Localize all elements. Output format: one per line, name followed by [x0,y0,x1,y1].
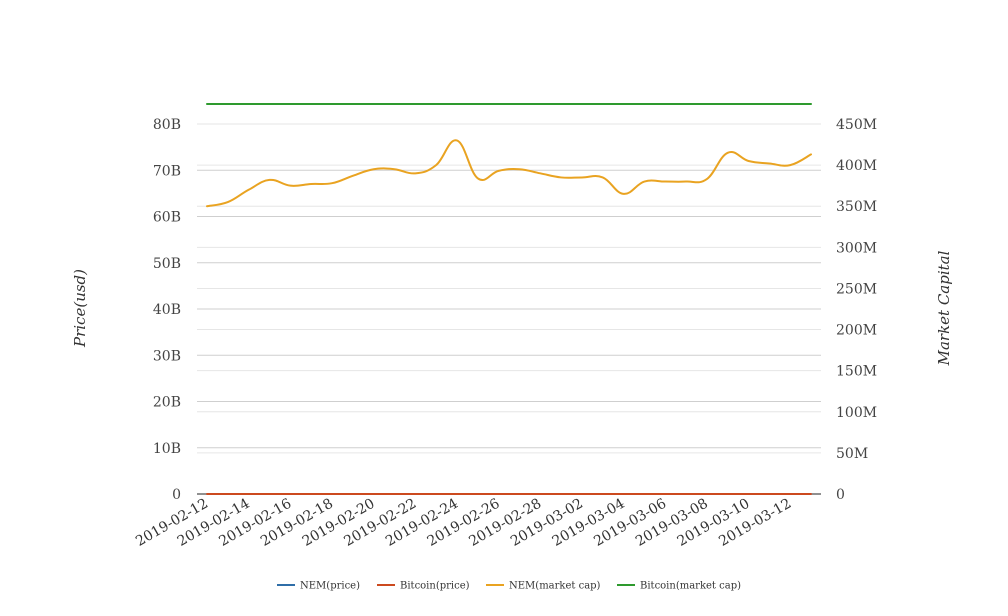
legend: NEM(price) Bitcoin(price) NEM(market cap) B… [277,581,741,592]
y-tick-label-left-4: 40B [153,302,181,318]
y-tick-label-right-3: 150M [836,364,877,380]
y-tick-label-left-6: 60B [153,210,181,226]
y-tick-label-left-8: 80B [153,117,181,133]
y-tick-label-left-0: 0 [172,487,181,503]
y-tick-label-right-6: 300M [836,240,877,256]
legend-label-0: NEM(price) [300,581,360,592]
y-tick-label-right-0: 0 [836,487,845,503]
y-tick-label-right-7: 350M [836,199,877,215]
y-tick-label-left-3: 30B [153,348,181,364]
y-tick-label-left-1: 10B [153,441,181,457]
x-axis-ticks: 2019-02-122019-02-142019-02-162019-02-18… [133,496,794,550]
left-axis-ticks: 0 10B 20B 30B 40B 50B 60B 70B 80B [153,117,181,503]
right-axis-ticks: 0 50M 100M 150M 200M 250M 300M 350M 400M 450M [836,117,877,503]
legend-label-3: Bitcoin(market cap) [640,581,741,592]
y-tick-label-right-1: 50M [836,446,868,462]
y-tick-label-left-5: 50B [153,256,181,272]
y-axis-title-right: Market Capital [935,250,953,366]
y-tick-label-right-9: 450M [836,117,877,133]
legend-label-2: NEM(market cap) [509,581,601,592]
series-line-2 [206,139,812,208]
series-layer [206,102,812,495]
y-tick-label-right-8: 400M [836,158,877,174]
y-tick-label-right-4: 200M [836,323,877,339]
y-tick-label-left-7: 70B [153,163,181,179]
y-tick-label-right-5: 250M [836,281,877,297]
legend-label-1: Bitcoin(price) [400,581,470,592]
grid-lines [197,123,821,495]
y-tick-label-right-2: 100M [836,405,877,421]
y-tick-label-left-2: 20B [153,395,181,411]
y-axis-title-left: Price(usd) [71,269,89,348]
